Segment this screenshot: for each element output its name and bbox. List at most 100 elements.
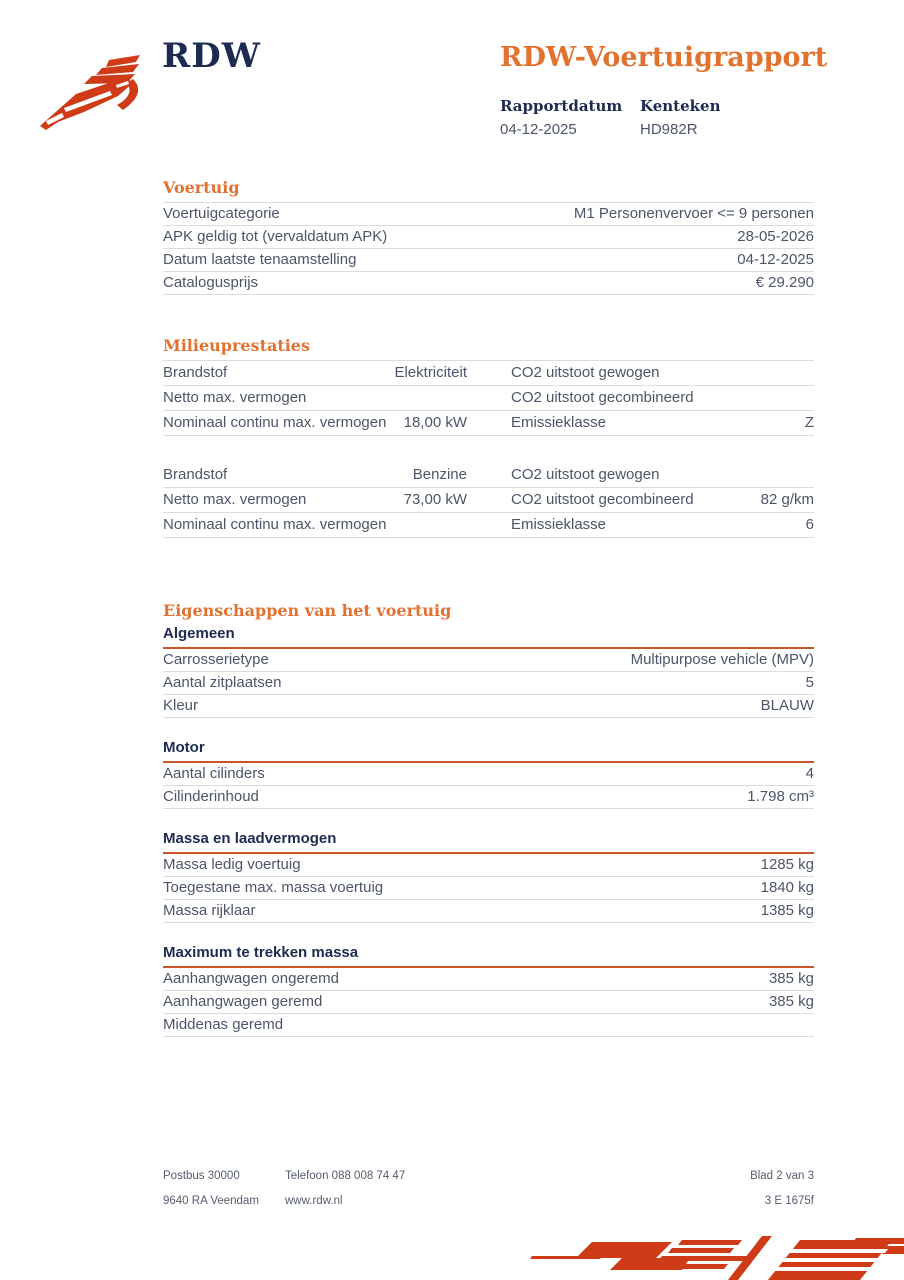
report-date-label: Rapportdatum	[500, 97, 623, 115]
row-value: 385 kg	[768, 970, 814, 987]
table-row: Netto max. vermogen CO2 uitstoot gecombi…	[163, 386, 814, 411]
row-label: Massa ledig voertuig	[163, 856, 301, 873]
table-row: Voertuigcategorie M1 Personenvervoer <= …	[163, 203, 814, 226]
row-value: BLAUW	[760, 697, 814, 714]
row-label: Aanhangwagen ongeremd	[163, 970, 339, 987]
row-value: 5	[805, 674, 814, 691]
column-gap	[467, 389, 511, 406]
table-row: Brandstof Benzine CO2 uitstoot gewogen	[163, 463, 814, 488]
row-value: 1.798 cm³	[747, 788, 814, 805]
row-label: CO2 uitstoot gecombineerd	[511, 491, 694, 508]
row-label: Nominaal continu max. vermogen	[163, 516, 387, 533]
footer-form-code: 3 E 1675f	[764, 1195, 814, 1207]
row-label: Aantal zitplaatsen	[163, 674, 282, 691]
row-value: € 29.290	[755, 274, 814, 291]
rdw-wing-logo-icon	[40, 55, 140, 130]
license-plate-block: Kenteken HD982R	[640, 97, 780, 138]
left-pair: Brandstof Benzine	[163, 466, 467, 483]
row-value: 385 kg	[768, 993, 814, 1010]
row-value: 28-05-2026	[737, 228, 814, 245]
subsection-massa-title: Massa en laadvermogen	[163, 830, 814, 854]
row-value: 04-12-2025	[737, 251, 814, 268]
table-row: Nominaal continu max. vermogen 18,00 kW …	[163, 411, 814, 436]
row-value: 82 g/km	[760, 491, 814, 508]
row-label: Brandstof	[163, 364, 228, 381]
table-row: Massa rijklaar 1385 kg	[163, 900, 814, 923]
report-date-block: Rapportdatum 04-12-2025	[500, 97, 640, 138]
report-meta: Rapportdatum 04-12-2025 Kenteken HD982R	[500, 97, 820, 138]
left-pair: Brandstof Elektriciteit	[163, 364, 467, 381]
row-label: Datum laatste tenaamstelling	[163, 251, 357, 268]
footer-postbus: Postbus 30000	[163, 1170, 240, 1182]
left-pair: Netto max. vermogen 73,00 kW	[163, 491, 467, 508]
license-plate-label: Kenteken	[640, 97, 721, 115]
table-row: Massa ledig voertuig 1285 kg	[163, 854, 814, 877]
row-value: 6	[805, 516, 814, 533]
right-pair: CO2 uitstoot gewogen	[511, 466, 814, 483]
row-label: Kleur	[163, 697, 199, 714]
row-value: 1840 kg	[760, 879, 814, 896]
column-gap	[467, 516, 511, 533]
row-value: 73,00 kW	[403, 491, 467, 508]
license-plate-value: HD982R	[640, 121, 698, 138]
right-pair: CO2 uitstoot gewogen	[511, 364, 814, 381]
row-value: Z	[804, 414, 814, 431]
row-label: Aanhangwagen geremd	[163, 993, 323, 1010]
row-label: Massa rijklaar	[163, 902, 256, 919]
table-row: Middenas geremd	[163, 1014, 814, 1037]
row-label: Netto max. vermogen	[163, 389, 307, 406]
table-row: Netto max. vermogen 73,00 kW CO2 uitstoo…	[163, 488, 814, 513]
table-row: Aanhangwagen ongeremd 385 kg	[163, 968, 814, 991]
section-eigenschappen: Eigenschappen van het voertuig Algemeen …	[163, 601, 814, 1037]
row-label: Emissieklasse	[511, 516, 607, 533]
row-label: Netto max. vermogen	[163, 491, 307, 508]
motor-rows: Aantal cilinders 4 Cilinderinhoud 1.798 …	[163, 763, 814, 809]
table-row: APK geldig tot (vervaldatum APK) 28-05-2…	[163, 226, 814, 249]
report-body: Voertuig Voertuigcategorie M1 Personenve…	[163, 178, 814, 1037]
right-pair: Emissieklasse Z	[511, 414, 814, 431]
column-gap	[467, 414, 511, 431]
row-value: 1385 kg	[760, 902, 814, 919]
voertuig-rows: Voertuigcategorie M1 Personenvervoer <= …	[163, 202, 814, 295]
right-pair: Emissieklasse 6	[511, 516, 814, 533]
right-pair: CO2 uitstoot gecombineerd 82 g/km	[511, 491, 814, 508]
row-label: Carrosserietype	[163, 651, 269, 668]
footer-row-1: Postbus 30000 Telefoon 088 008 74 47 Bla…	[163, 1170, 814, 1182]
column-gap	[467, 466, 511, 483]
column-gap	[467, 491, 511, 508]
table-row: Kleur BLAUW	[163, 695, 814, 718]
page-footer: Postbus 30000 Telefoon 088 008 74 47 Bla…	[163, 1170, 814, 1207]
table-row: Catalogusprijs € 29.290	[163, 272, 814, 295]
row-value: Benzine	[412, 466, 467, 483]
report-header: RDW-Voertuigrapport Rapportdatum 04-12-2…	[500, 42, 828, 138]
page-title: RDW-Voertuigrapport	[500, 42, 828, 73]
row-value: Multipurpose vehicle (MPV)	[630, 651, 814, 668]
row-label: Cilinderinhoud	[163, 788, 259, 805]
row-value: 1285 kg	[760, 856, 814, 873]
column-gap	[467, 364, 511, 381]
section-milieuprestaties: Milieuprestaties Brandstof Elektriciteit…	[163, 336, 814, 538]
subsection-algemeen-title: Algemeen	[163, 625, 814, 649]
footer-phone: Telefoon 088 008 74 47	[285, 1170, 406, 1182]
table-row: Cilinderinhoud 1.798 cm³	[163, 786, 814, 809]
row-label: Voertuigcategorie	[163, 205, 280, 222]
table-row: Carrosserietype Multipurpose vehicle (MP…	[163, 649, 814, 672]
row-label: CO2 uitstoot gecombineerd	[511, 389, 694, 406]
row-label: Aantal cilinders	[163, 765, 265, 782]
table-row: Brandstof Elektriciteit CO2 uitstoot gew…	[163, 361, 814, 386]
table-row: Aanhangwagen geremd 385 kg	[163, 991, 814, 1014]
row-label: Toegestane max. massa voertuig	[163, 879, 384, 896]
milieu-block-petrol: Brandstof Benzine CO2 uitstoot gewogen N…	[163, 463, 814, 538]
row-label: APK geldig tot (vervaldatum APK)	[163, 228, 388, 245]
row-label: CO2 uitstoot gewogen	[511, 364, 660, 381]
footer-row-2: 9640 RA Veendam www.rdw.nl 3 E 1675f	[163, 1195, 814, 1207]
table-row: Nominaal continu max. vermogen Emissiekl…	[163, 513, 814, 538]
row-label: CO2 uitstoot gewogen	[511, 466, 660, 483]
report-date-value: 04-12-2025	[500, 121, 577, 138]
row-label: Emissieklasse	[511, 414, 607, 431]
left-pair: Nominaal continu max. vermogen	[163, 516, 467, 533]
table-row: Datum laatste tenaamstelling 04-12-2025	[163, 249, 814, 272]
subsection-maximum-trekken-massa: Maximum te trekken massa Aanhangwagen on…	[163, 944, 814, 1037]
rdw-wordmark: RDW	[162, 36, 261, 76]
